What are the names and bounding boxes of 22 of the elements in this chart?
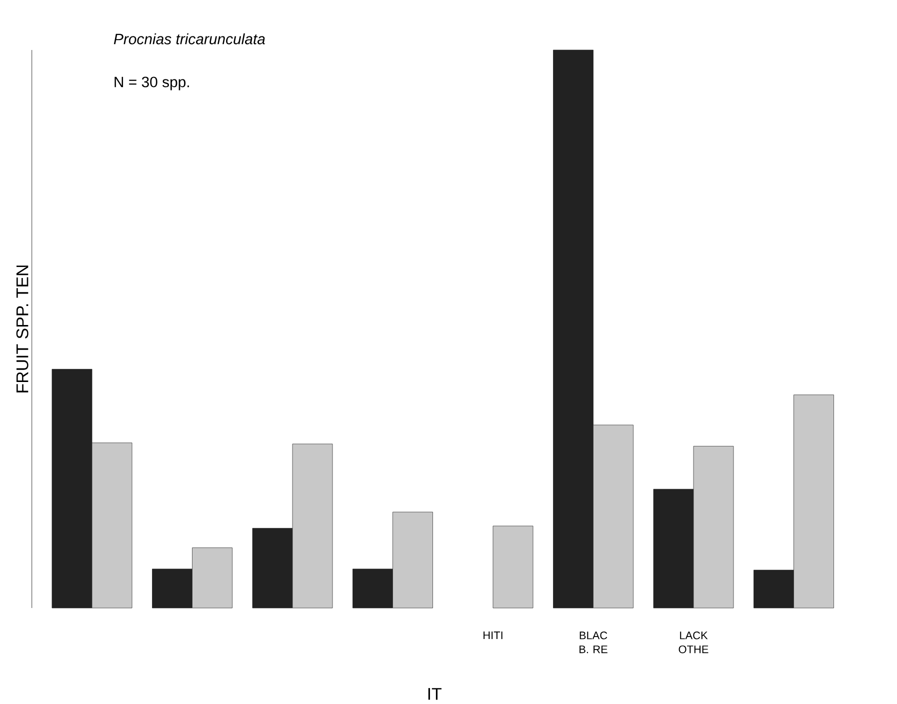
- bar: [553, 50, 594, 608]
- bar: [693, 446, 734, 608]
- text: Procnias tricarunculata: [114, 33, 265, 44]
- bar: [252, 528, 293, 608]
- x-tick-label: LACK OTHE: [678, 632, 708, 654]
- bar: [192, 548, 232, 608]
- bar: [794, 394, 834, 608]
- x-axis-title: IT: [428, 688, 442, 700]
- bar: [352, 568, 393, 608]
- y-axis-title: FRUIT SPP. TEN: [16, 266, 28, 392]
- x-tick-label: BLAC B. RE: [580, 632, 608, 654]
- annotation: N = 30 spp.: [114, 76, 189, 90]
- bar: [92, 442, 132, 608]
- bar: [593, 424, 634, 608]
- x-tick-label: HITI: [484, 632, 502, 640]
- bar: [292, 444, 333, 608]
- bar: [653, 488, 694, 608]
- bar: [754, 570, 794, 608]
- bar: [152, 568, 192, 608]
- bar: [392, 512, 433, 608]
- bar: [52, 368, 92, 608]
- bar: [492, 526, 534, 608]
